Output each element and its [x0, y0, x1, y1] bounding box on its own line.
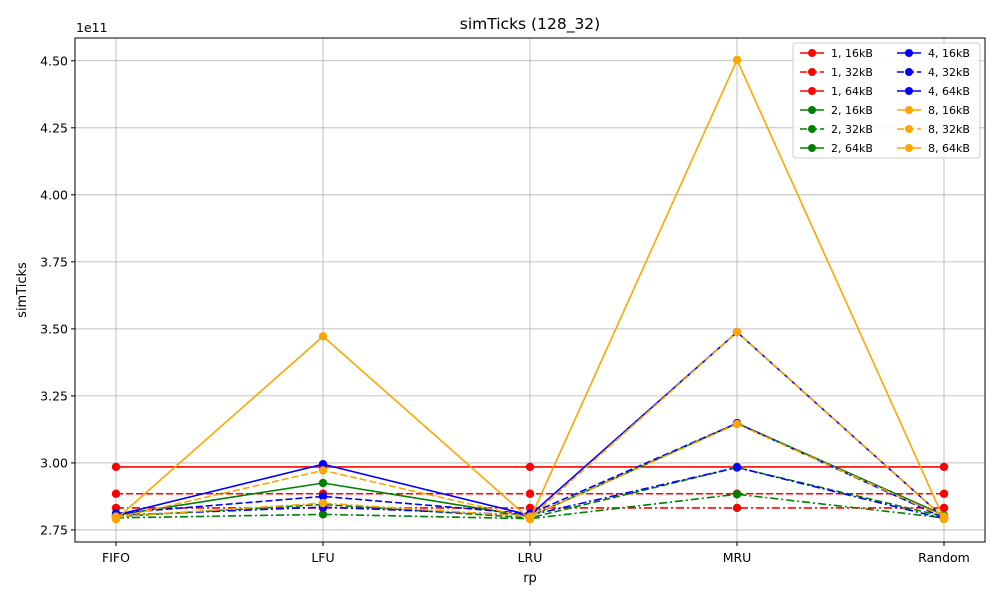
y-axis-offset-text: 1e11: [76, 20, 108, 35]
data-point: [939, 489, 949, 498]
legend-label: 2, 64kB: [831, 142, 873, 155]
data-point: [732, 419, 742, 429]
data-point: [111, 462, 121, 472]
data-point: [318, 498, 328, 508]
data-point: [939, 462, 949, 472]
legend-marker: [808, 49, 816, 57]
legend-entry: 8, 64kB: [897, 142, 970, 155]
y-axis-label: simTicks: [15, 262, 30, 318]
legend-marker: [905, 144, 913, 152]
series-8-64kb: [111, 419, 949, 521]
data-point: [939, 503, 949, 513]
legend-marker: [808, 68, 816, 76]
legend-entry: 4, 32kB: [897, 66, 970, 79]
legend-marker: [905, 87, 913, 95]
legend-entry: 8, 32kB: [897, 123, 970, 136]
series-lines: [111, 55, 949, 524]
x-tick-label: Random: [918, 550, 970, 565]
legend-entry: 2, 16kB: [800, 104, 873, 117]
legend-label: 8, 64kB: [928, 142, 970, 155]
legend-entry: 1, 16kB: [800, 47, 873, 60]
legend-marker: [905, 49, 913, 57]
legend-label: 4, 16kB: [928, 47, 970, 60]
data-point: [318, 332, 328, 341]
legend-label: 2, 32kB: [831, 123, 873, 136]
legend-entry: 1, 32kB: [800, 66, 873, 79]
data-point: [732, 463, 742, 472]
legend-label: 8, 16kB: [928, 104, 970, 117]
legend-entry: 4, 64kB: [897, 85, 970, 98]
legend-entry: 4, 16kB: [897, 47, 970, 60]
y-tick-label: 2.75: [40, 522, 68, 537]
data-point: [732, 490, 742, 499]
data-point: [111, 489, 121, 498]
x-tick-label: MRU: [723, 550, 752, 565]
data-point: [318, 460, 328, 469]
x-tick-label: LFU: [311, 550, 334, 565]
x-tick-label: LRU: [518, 550, 543, 565]
legend-entry: 2, 32kB: [800, 123, 873, 136]
legend-label: 4, 32kB: [928, 66, 970, 79]
data-point: [525, 512, 535, 521]
data-point: [318, 478, 328, 488]
legend-label: 1, 64kB: [831, 85, 873, 98]
y-tick-label: 4.25: [40, 120, 68, 135]
y-tick-label: 3.75: [40, 254, 68, 269]
legend-label: 1, 32kB: [831, 66, 873, 79]
legend-label: 2, 16kB: [831, 104, 873, 117]
legend-marker: [808, 125, 816, 133]
legend-marker: [905, 68, 913, 76]
data-point: [732, 327, 742, 337]
legend: 1, 16kB 1, 32kB 1, 64kB 2, 16kB 2, 32kB 2, 64…: [792, 42, 981, 159]
x-tick-label: FIFO: [102, 550, 130, 565]
data-point: [318, 466, 328, 475]
legend-entry: 1, 64kB: [800, 85, 873, 98]
legend-marker: [808, 106, 816, 114]
data-point: [732, 503, 742, 513]
legend-label: 4, 64kB: [928, 85, 970, 98]
y-tick-label: 4.00: [40, 187, 68, 202]
axis-ticks: FIFO LFU LRU MRU Random 2.75 3.00 3.25 3.50 3.75 4…: [40, 53, 970, 565]
legend-items: 1, 16kB 1, 32kB 1, 64kB 2, 16kB 2, 32kB 2, 64…: [800, 47, 970, 155]
y-tick-label: 4.50: [40, 53, 68, 68]
y-tick-label: 3.25: [40, 388, 68, 403]
legend-marker: [905, 125, 913, 133]
data-point: [732, 55, 742, 65]
chart-title: simTicks (128_32): [460, 15, 600, 34]
grid-lines: [75, 38, 985, 542]
data-point: [525, 503, 535, 513]
data-point: [318, 510, 328, 519]
legend-marker: [808, 87, 816, 95]
x-axis-label: rp: [523, 571, 537, 586]
data-point: [111, 512, 121, 521]
legend-marker: [808, 144, 816, 152]
data-point: [318, 492, 328, 501]
y-tick-label: 3.50: [40, 321, 68, 336]
data-point: [525, 489, 535, 498]
legend-label: 1, 16kB: [831, 47, 873, 60]
data-point: [939, 512, 949, 521]
series-line: [115, 493, 945, 520]
data-point: [525, 462, 535, 472]
legend-label: 8, 32kB: [928, 123, 970, 136]
legend-entry: 2, 64kB: [800, 142, 873, 155]
legend-marker: [905, 106, 913, 114]
y-tick-label: 3.00: [40, 455, 68, 470]
legend-box: [792, 42, 981, 159]
legend-entry: 8, 16kB: [897, 104, 970, 117]
